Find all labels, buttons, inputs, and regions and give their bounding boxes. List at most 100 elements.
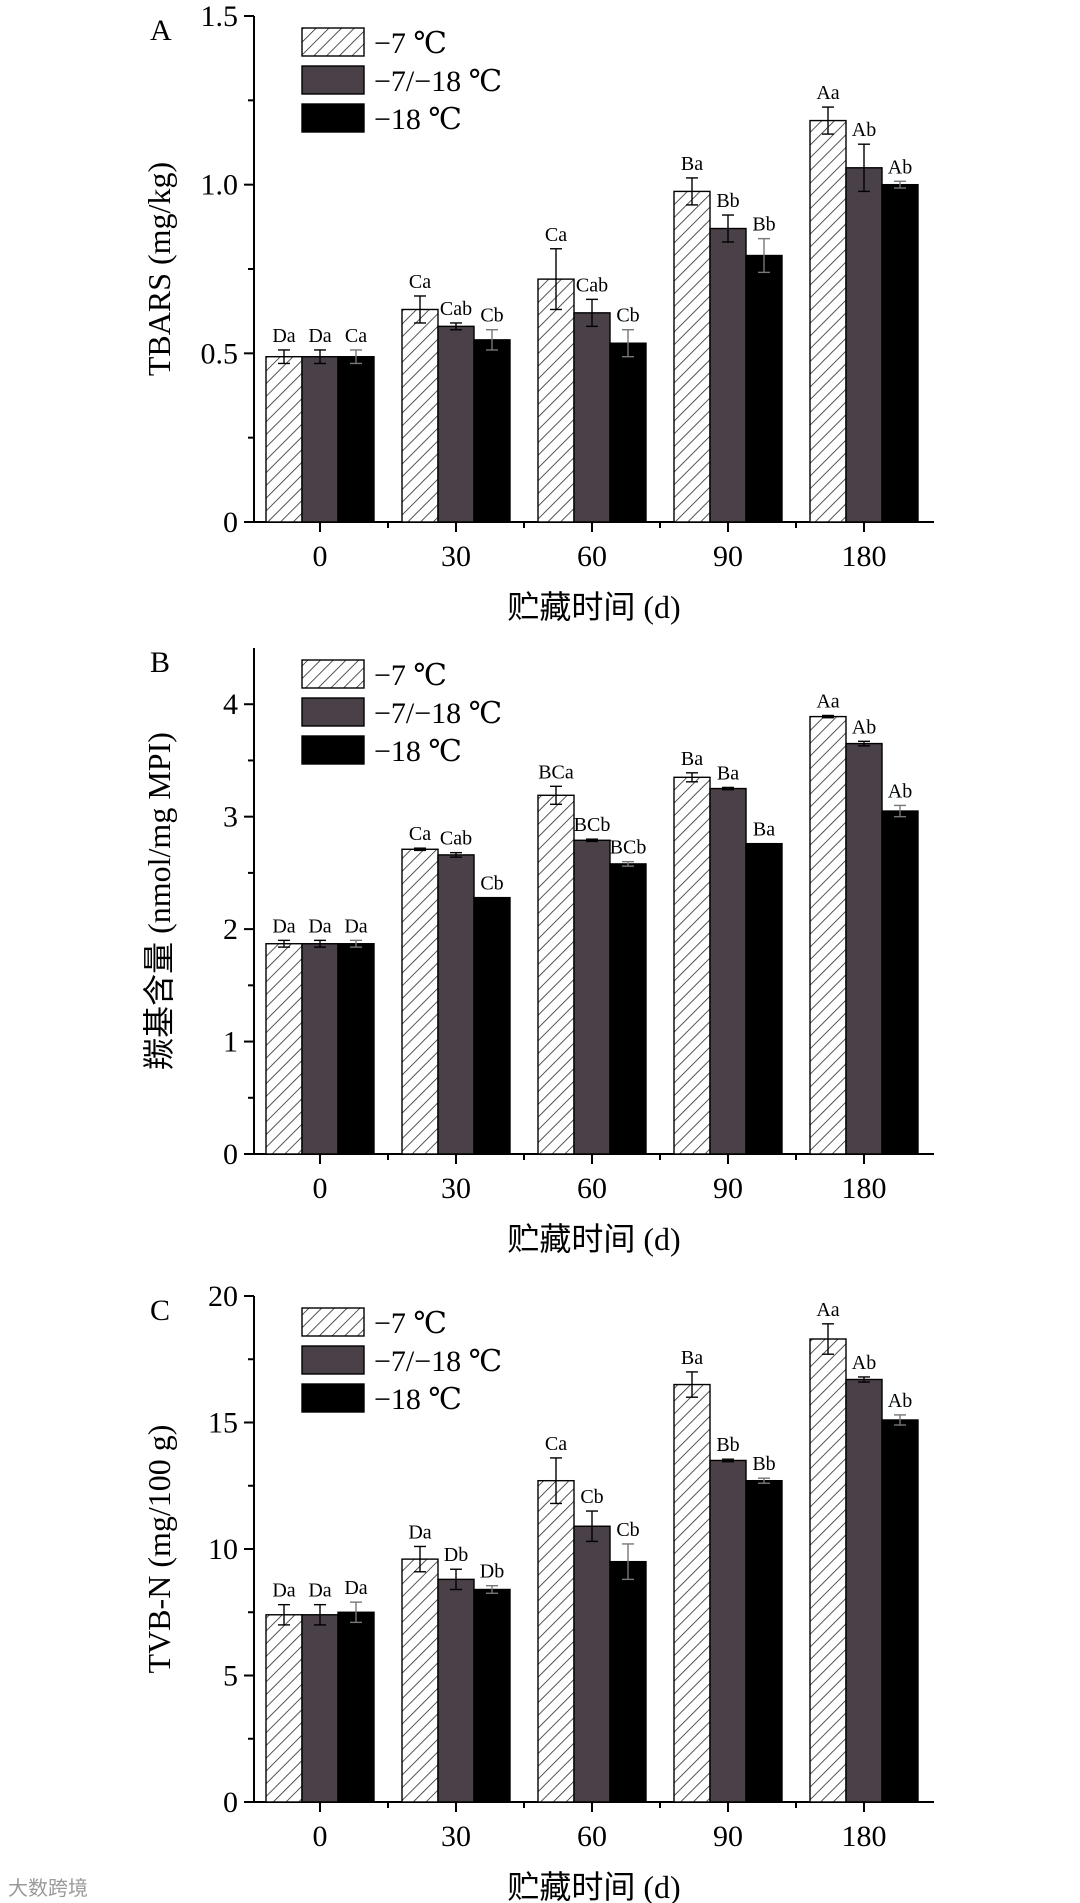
- x-tick-label: 30: [441, 540, 471, 573]
- bar-mixed: [573, 1525, 611, 1803]
- x-tick-label: 0: [313, 1820, 328, 1853]
- significance-label: Ca: [409, 823, 431, 845]
- y-tick-label: 0: [223, 1138, 238, 1171]
- x-tick-label: 0: [313, 540, 328, 573]
- chart-panel-a: A 0 0.5 1.0 1.5 0 30 60 90 180 贮藏时间 (d) TBARS (mg/k…: [141, 0, 934, 625]
- significance-label: Db: [444, 1544, 468, 1566]
- significance-label: Da: [272, 915, 295, 937]
- significance-label: Ab: [852, 716, 876, 738]
- significance-label: Da: [344, 1577, 367, 1599]
- significance-label: Ba: [681, 1347, 703, 1369]
- x-tick-label: 60: [577, 540, 607, 573]
- legend-label: −7 ℃: [374, 27, 447, 60]
- bar-neg18: [473, 896, 511, 1155]
- bar-neg18: [745, 1479, 783, 1803]
- bar-mixed: [437, 1578, 475, 1803]
- significance-label: BCb: [610, 837, 647, 859]
- significance-label: Da: [308, 325, 331, 347]
- significance-label: Ca: [545, 224, 567, 246]
- significance-label: Cab: [576, 274, 608, 296]
- chart-panel-c: C 0 5 10 15 20 0 30 60 90 180 贮藏时间 (d) TVB-N (mg/100…: [141, 1280, 934, 1903]
- bar-neg7: [673, 190, 711, 523]
- bar-neg7: [401, 1558, 439, 1803]
- significance-label: Da: [344, 915, 367, 937]
- y-axis-title: TVB-N (mg/100 g): [141, 1425, 177, 1674]
- legend-swatch: [301, 1307, 365, 1337]
- x-tick-label: 60: [577, 1172, 607, 1205]
- bar-neg18: [609, 342, 647, 523]
- bar-neg7: [537, 1479, 575, 1803]
- bar-neg7: [537, 794, 575, 1155]
- panel-letter: B: [150, 646, 170, 679]
- significance-label: Cb: [616, 305, 639, 327]
- y-tick-label: 4: [223, 688, 238, 721]
- y-tick-label: 5: [223, 1660, 238, 1693]
- x-tick-label: 0: [313, 1172, 328, 1205]
- significance-label: Bb: [752, 1453, 775, 1475]
- bar-neg7: [809, 119, 847, 523]
- bar-neg18: [473, 339, 511, 523]
- bar-neg7: [809, 715, 847, 1155]
- legend-label: −18 ℃: [374, 1383, 462, 1416]
- legend-label: −7/−18 ℃: [374, 1345, 502, 1378]
- x-tick-label: 180: [842, 540, 887, 573]
- legend-swatch: [301, 1383, 365, 1413]
- bar-neg18: [473, 1588, 511, 1803]
- chart-panel-b: B 0 1 2 3 4 0 30 60 90 180 贮藏时间 (d) 羰基含量 (nmol/mg MP…: [141, 646, 934, 1257]
- significance-label: Aa: [816, 690, 839, 712]
- bar-mixed: [301, 356, 339, 523]
- significance-label: Ab: [888, 156, 912, 178]
- significance-label: BCb: [574, 814, 611, 836]
- bar-neg18: [609, 863, 647, 1155]
- significance-label: Ba: [753, 819, 775, 841]
- significance-label: Cb: [480, 305, 503, 327]
- bar-mixed: [709, 787, 747, 1155]
- x-tick-label: 90: [713, 540, 743, 573]
- legend-swatch: [301, 27, 365, 57]
- legend-swatch: [301, 697, 365, 727]
- legend-label: −7/−18 ℃: [374, 697, 502, 730]
- legend-swatch: [301, 103, 365, 133]
- significance-label: Bb: [716, 190, 739, 212]
- x-axis-title: 贮藏时间 (d): [507, 1869, 680, 1903]
- bar-neg18: [337, 943, 375, 1155]
- bar-neg7: [809, 1338, 847, 1803]
- y-axis-title: 羰基含量 (nmol/mg MPI): [141, 732, 177, 1070]
- bar-neg7: [537, 278, 575, 523]
- significance-label: Ba: [681, 153, 703, 175]
- significance-label: Ba: [681, 748, 703, 770]
- significance-label: Bb: [716, 1434, 739, 1456]
- significance-label: Da: [408, 1521, 431, 1543]
- significance-label: Da: [272, 325, 295, 347]
- bar-neg18: [745, 254, 783, 523]
- x-axis-title: 贮藏时间 (d): [507, 1221, 680, 1257]
- bar-neg7: [265, 943, 303, 1155]
- watermark: 大数跨境: [8, 1878, 88, 1900]
- bar-mixed: [437, 854, 475, 1155]
- significance-label: Ab: [852, 119, 876, 141]
- bar-neg18: [609, 1560, 647, 1803]
- x-tick-label: 180: [842, 1172, 887, 1205]
- legend: −7 ℃ −7/−18 ℃ −18 ℃: [301, 1307, 502, 1416]
- significance-label: Cb: [480, 873, 503, 895]
- significance-label: Aa: [816, 82, 839, 104]
- x-tick-label: 30: [441, 1172, 471, 1205]
- significance-label: Cab: [440, 298, 472, 320]
- significance-label: Ab: [888, 1390, 912, 1412]
- legend-label: −7 ℃: [374, 1307, 447, 1340]
- bar-neg18: [745, 842, 783, 1155]
- bar-neg7: [265, 1614, 303, 1803]
- bar-mixed: [845, 167, 883, 523]
- bar-mixed: [437, 325, 475, 523]
- significance-label: Da: [308, 915, 331, 937]
- y-tick-label: 0: [223, 506, 238, 539]
- bar-mixed: [301, 1614, 339, 1803]
- legend-label: −7 ℃: [374, 659, 447, 692]
- significance-label: Bb: [752, 214, 775, 236]
- bar-mixed: [573, 312, 611, 523]
- significance-label: Da: [272, 1580, 295, 1602]
- bar-neg7: [401, 308, 439, 523]
- bar-mixed: [301, 943, 339, 1155]
- y-tick-label: 20: [208, 1280, 238, 1313]
